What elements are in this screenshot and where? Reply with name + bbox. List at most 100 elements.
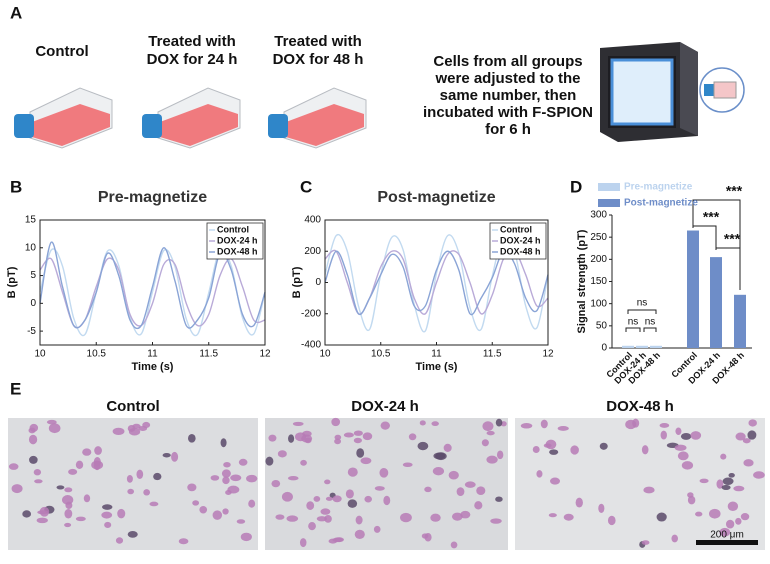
cell <box>178 538 189 545</box>
cell <box>347 467 358 477</box>
cell <box>345 489 354 499</box>
legend-swatch <box>598 199 620 207</box>
cell <box>275 514 285 520</box>
cell <box>695 511 703 517</box>
cell <box>599 442 608 450</box>
cell <box>332 495 342 503</box>
cell <box>277 450 287 458</box>
cell <box>222 476 230 485</box>
cell <box>221 469 231 478</box>
scale-bar-label: 200 μm <box>710 530 744 541</box>
cell <box>39 506 50 517</box>
cell <box>104 521 112 528</box>
y-axis-label: B (pT) <box>291 266 303 298</box>
cell <box>549 449 559 455</box>
cell <box>643 486 655 494</box>
cell <box>353 437 362 444</box>
panel-label: E <box>10 379 21 398</box>
x-tick-label: 11.5 <box>199 349 218 360</box>
bar <box>687 230 699 348</box>
cell <box>575 497 583 508</box>
cell <box>362 432 373 441</box>
cell <box>735 432 746 441</box>
cell <box>550 477 560 485</box>
cell <box>220 438 227 448</box>
cell <box>690 431 702 440</box>
cell <box>360 457 372 465</box>
cell <box>325 496 333 501</box>
cell <box>675 427 682 435</box>
y-tick-label: 150 <box>590 276 607 287</box>
cell <box>138 426 148 431</box>
x-tick-label: 12 <box>542 349 554 360</box>
cell <box>419 420 426 426</box>
cell <box>246 474 258 483</box>
cell <box>187 483 197 492</box>
cell <box>735 517 742 525</box>
y-tick-label: 250 <box>590 232 607 243</box>
legend-box <box>206 222 264 260</box>
y-tick-label: 400 <box>304 215 321 226</box>
cell <box>674 444 687 451</box>
flask <box>267 87 367 149</box>
x-tick-label: 11 <box>147 349 158 360</box>
device <box>600 42 745 142</box>
group-label: Control <box>35 43 88 60</box>
cell <box>33 469 42 476</box>
cell <box>324 479 331 485</box>
cell <box>402 462 413 468</box>
cell <box>223 461 231 468</box>
cell <box>536 470 543 478</box>
cell <box>101 511 113 519</box>
cell <box>334 438 342 445</box>
cell <box>720 453 727 460</box>
cell <box>607 515 616 526</box>
note: were adjusted to the <box>434 70 580 87</box>
cell <box>641 445 649 455</box>
cell <box>281 491 293 502</box>
cell <box>464 481 476 488</box>
cell <box>431 421 439 427</box>
chart-title: Post-magnetize <box>377 189 495 206</box>
cell <box>212 510 223 520</box>
cell <box>563 513 574 521</box>
y-tick-label: 5 <box>30 270 36 281</box>
cell <box>56 485 65 490</box>
cell <box>380 421 390 430</box>
x-axis-label: Time (s) <box>132 361 174 373</box>
micrograph <box>8 418 258 550</box>
cell <box>671 534 678 543</box>
cell <box>48 423 61 434</box>
cell <box>424 532 432 542</box>
cell <box>210 475 220 481</box>
cell <box>557 426 569 431</box>
line-series <box>39 248 266 337</box>
y-tick-label: -400 <box>301 340 321 351</box>
cell <box>75 460 84 469</box>
cell <box>328 538 338 544</box>
cell <box>286 515 299 522</box>
cell <box>301 434 313 443</box>
cell <box>288 434 295 443</box>
cell <box>660 430 667 440</box>
cell <box>373 525 381 533</box>
cell <box>722 477 734 485</box>
cell <box>199 506 208 514</box>
cell <box>68 468 78 475</box>
cell <box>28 427 36 434</box>
bar <box>734 294 746 348</box>
cell <box>132 423 141 429</box>
cell <box>343 432 354 438</box>
cell <box>680 432 692 440</box>
cell <box>127 531 138 538</box>
cell <box>743 459 754 467</box>
cell <box>721 484 731 491</box>
legend-box <box>489 222 547 260</box>
panel-label: B <box>10 177 22 196</box>
cell <box>28 434 38 445</box>
note: incubated with F-SPION <box>423 104 593 121</box>
cell <box>192 500 200 506</box>
cell <box>433 452 446 460</box>
cell <box>687 492 694 498</box>
cell <box>548 513 557 518</box>
